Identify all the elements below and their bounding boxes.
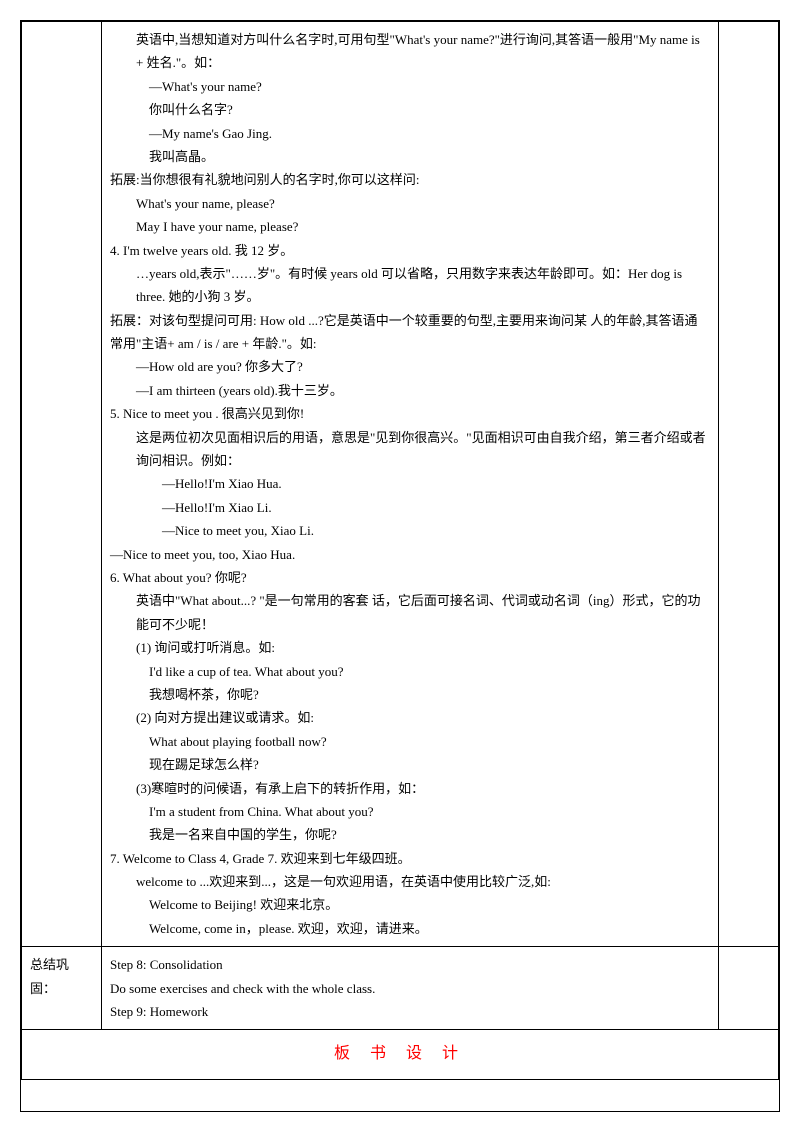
text-line: 英语中"What about...? "是一句常用的客套 话，它后面可接名词、代…	[110, 589, 710, 636]
board-design-row: 板 书 设 计	[22, 1030, 779, 1080]
text-line: —My name's Gao Jing.	[110, 122, 710, 145]
text-line: —Hello!I'm Xiao Hua.	[110, 472, 710, 495]
text-line: Step 9: Homework	[110, 1000, 710, 1023]
document-container: 英语中,当想知道对方叫什么名字时,可用句型"What's your name?"…	[20, 20, 780, 1112]
text-line: May I have your name, please?	[110, 215, 710, 238]
text-line: (2) 向对方提出建议或请求。如:	[110, 706, 710, 729]
text-line: What about playing football now?	[110, 730, 710, 753]
text-line: —How old are you? 你多大了?	[110, 355, 710, 378]
text-line: —What's your name?	[110, 75, 710, 98]
text-line: (3)寒暄时的问候语，有承上启下的转折作用，如：	[110, 777, 710, 800]
summary-right-cell	[719, 947, 779, 1030]
text-line: 我是一名来自中国的学生，你呢?	[110, 823, 710, 846]
left-label-cell	[22, 22, 102, 947]
text-line: 我想喝杯茶，你呢?	[110, 683, 710, 706]
text-line: Do some exercises and check with the who…	[110, 977, 710, 1000]
text-line: 7. Welcome to Class 4, Grade 7. 欢迎来到七年级四…	[110, 847, 710, 870]
text-line: 英语中,当想知道对方叫什么名字时,可用句型"What's your name?"…	[110, 28, 710, 75]
text-line: Step 8: Consolidation	[110, 953, 710, 976]
text-line: (1) 询问或打听消息。如:	[110, 636, 710, 659]
text-line: What's your name, please?	[110, 192, 710, 215]
text-line: 6. What about you? 你呢?	[110, 566, 710, 589]
summary-label-cell: 总结巩固：	[22, 947, 102, 1030]
text-line: I'm a student from China. What about you…	[110, 800, 710, 823]
text-line: 我叫高晶。	[110, 145, 710, 168]
text-line: 拓展:当你想很有礼貌地问别人的名字时,你可以这样问:	[110, 168, 710, 191]
main-content-row: 英语中,当想知道对方叫什么名字时,可用句型"What's your name?"…	[22, 22, 779, 947]
text-line: —I am thirteen (years old).我十三岁。	[110, 379, 710, 402]
summary-label: 总结巩固：	[30, 953, 93, 1000]
board-design-title: 板 书 设 计	[22, 1030, 779, 1080]
text-line: …years old,表示"……岁"。有时候 years old 可以省略，只用…	[110, 262, 710, 309]
text-line: welcome to ...欢迎来到...，这是一句欢迎用语，在英语中使用比较广…	[110, 870, 710, 893]
text-line: —Nice to meet you, Xiao Li.	[110, 519, 710, 542]
text-line: —Hello!I'm Xiao Li.	[110, 496, 710, 519]
text-line: 现在踢足球怎么样?	[110, 753, 710, 776]
text-line: —Nice to meet you, too, Xiao Hua.	[110, 543, 710, 566]
text-line: 4. I'm twelve years old. 我 12 岁。	[110, 239, 710, 262]
text-line: Welcome, come in，please. 欢迎，欢迎，请进来。	[110, 917, 710, 940]
text-line: 这是两位初次见面相识后的用语，意思是"见到你很高兴。"见面相识可由自我介绍，第三…	[110, 426, 710, 473]
text-line: Welcome to Beijing! 欢迎来北京。	[110, 893, 710, 916]
text-line: 你叫什么名字?	[110, 98, 710, 121]
text-line: 5. Nice to meet you . 很高兴见到你!	[110, 402, 710, 425]
summary-content-cell: Step 8: Consolidation Do some exercises …	[102, 947, 719, 1030]
summary-row: 总结巩固： Step 8: Consolidation Do some exer…	[22, 947, 779, 1030]
text-line: 拓展：对该句型提问可用: How old ...?它是英语中一个较重要的句型,主…	[110, 309, 710, 356]
lesson-table: 英语中,当想知道对方叫什么名字时,可用句型"What's your name?"…	[21, 21, 779, 1080]
right-notes-cell	[719, 22, 779, 947]
main-content-cell: 英语中,当想知道对方叫什么名字时,可用句型"What's your name?"…	[102, 22, 719, 947]
text-line: I'd like a cup of tea. What about you?	[110, 660, 710, 683]
